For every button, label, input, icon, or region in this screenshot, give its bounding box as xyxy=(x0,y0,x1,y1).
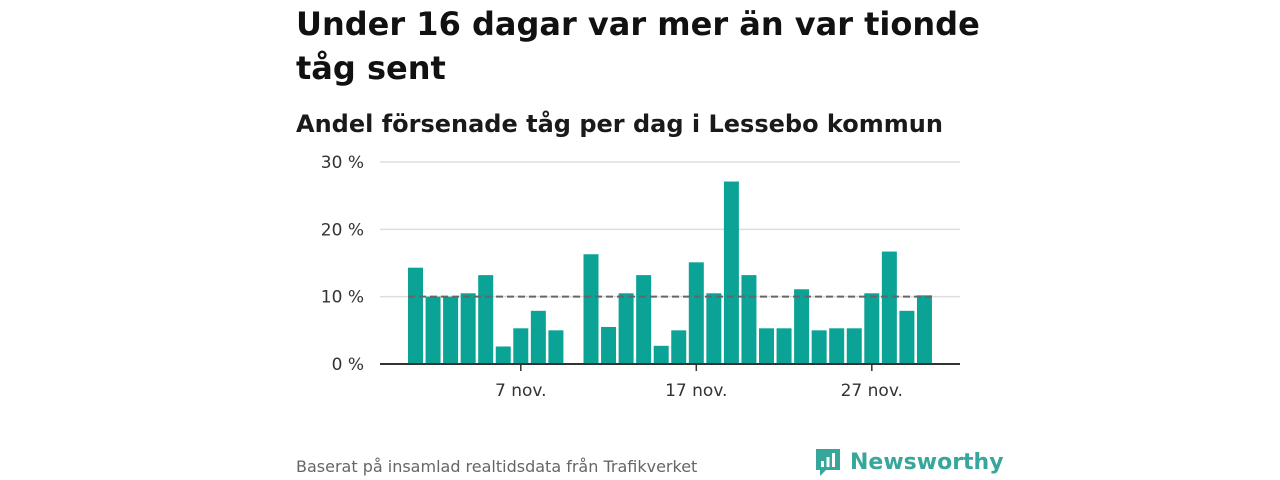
bar xyxy=(899,310,915,364)
y-tick-label: 10 % xyxy=(321,288,364,308)
chart-subtitle: Andel försenade tåg per dag i Lessebo ko… xyxy=(296,110,943,138)
bar xyxy=(408,267,423,364)
bar xyxy=(653,345,669,364)
bar xyxy=(671,330,687,364)
bar xyxy=(741,275,757,364)
bar xyxy=(794,289,810,364)
bar xyxy=(916,295,932,364)
bar xyxy=(548,330,564,364)
newsworthy-logo: Newsworthy xyxy=(814,446,1004,478)
bar xyxy=(776,328,792,364)
y-tick-label: 20 % xyxy=(321,220,364,240)
bar xyxy=(460,293,476,364)
chart-card: Under 16 dagar var mer än var tionde tåg… xyxy=(296,0,1004,480)
chart-title: Under 16 dagar var mer än var tionde tåg… xyxy=(296,5,980,87)
bar xyxy=(706,293,722,364)
bar xyxy=(881,251,897,364)
bar xyxy=(601,326,617,364)
bar xyxy=(846,328,862,364)
bar xyxy=(688,262,704,364)
axes: 0 % 10 % 20 % 30 % 7 nov. 17 nov. 27 nov. xyxy=(321,153,960,401)
x-tick-label: 7 nov. xyxy=(495,381,547,401)
bar xyxy=(636,275,652,364)
bar xyxy=(759,328,774,364)
bar xyxy=(425,296,441,364)
x-tick-label: 17 nov. xyxy=(665,381,727,401)
bar xyxy=(443,296,459,364)
y-tick-label: 0 % xyxy=(332,355,364,375)
bar-chart: 0 % 10 % 20 % 30 % 7 nov. 17 nov. 27 nov. xyxy=(321,153,960,401)
bar xyxy=(723,181,739,364)
y-tick-label: 30 % xyxy=(321,153,364,173)
bar xyxy=(829,328,845,364)
bar xyxy=(495,346,511,364)
bar xyxy=(530,310,546,364)
bar xyxy=(618,293,634,364)
grid-lines xyxy=(380,161,960,298)
bar xyxy=(811,330,827,364)
bar xyxy=(478,275,494,364)
newsworthy-logo-text: Newsworthy xyxy=(850,449,1004,475)
x-tick-label: 27 nov. xyxy=(841,381,903,401)
bars xyxy=(408,181,932,364)
bar xyxy=(864,293,880,364)
bar xyxy=(583,254,599,364)
newsworthy-logo-icon xyxy=(816,449,840,476)
bar xyxy=(513,328,529,364)
source-note: Baserat på insamlad realtidsdata från Tr… xyxy=(296,457,698,476)
